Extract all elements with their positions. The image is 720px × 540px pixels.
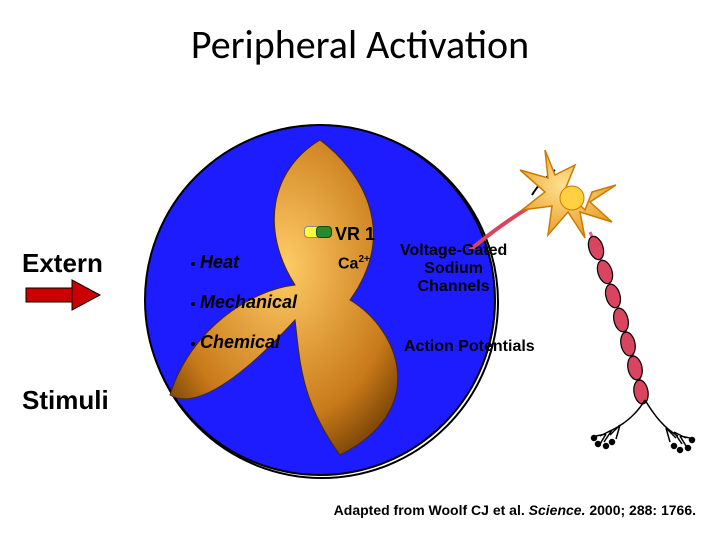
citation-journal: Science. [529, 502, 586, 518]
extern-label: Extern [22, 248, 103, 279]
stimulus-mechanical: Mechanical [200, 292, 297, 313]
ca-base: Ca [338, 255, 358, 272]
citation-prefix: Adapted from Woolf CJ et al. [334, 502, 529, 518]
axon-terminal-left [592, 400, 646, 449]
diagram-stage: Peripheral Activation [0, 0, 720, 540]
citation-suffix: 2000; 288: 1766. [585, 502, 696, 518]
bullet-heat [191, 262, 195, 266]
vgsc-l3: Channels [418, 278, 490, 295]
vgsc-l1: Voltage-Gated [400, 242, 507, 259]
extern-arrow-icon [26, 280, 100, 310]
ca-sup: 2+ [358, 254, 369, 265]
vr1-label: VR 1 [335, 224, 375, 245]
axon-terminal-right [645, 400, 695, 453]
vgsc-label: Voltage-Gated Sodium Channels [400, 242, 507, 296]
stimuli-label: Stimuli [22, 385, 109, 416]
stimulus-chemical: Chemical [200, 332, 280, 353]
receptor-icon-right [316, 226, 332, 238]
neuron-nucleus [560, 186, 584, 210]
vgsc-l2: Sodium [424, 260, 483, 277]
citation: Adapted from Woolf CJ et al. Science. 20… [334, 502, 696, 518]
calcium-label: Ca2+ [338, 254, 370, 273]
action-potentials-label: Action Potentials [404, 338, 535, 356]
stimulus-heat: Heat [200, 252, 239, 273]
bullet-chem [191, 342, 195, 346]
bullet-mech [191, 302, 195, 306]
